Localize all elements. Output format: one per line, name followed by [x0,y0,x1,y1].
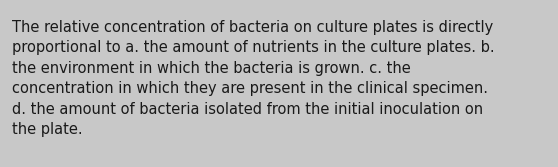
Text: The relative concentration of bacteria on culture plates is directly
proportiona: The relative concentration of bacteria o… [12,20,495,137]
